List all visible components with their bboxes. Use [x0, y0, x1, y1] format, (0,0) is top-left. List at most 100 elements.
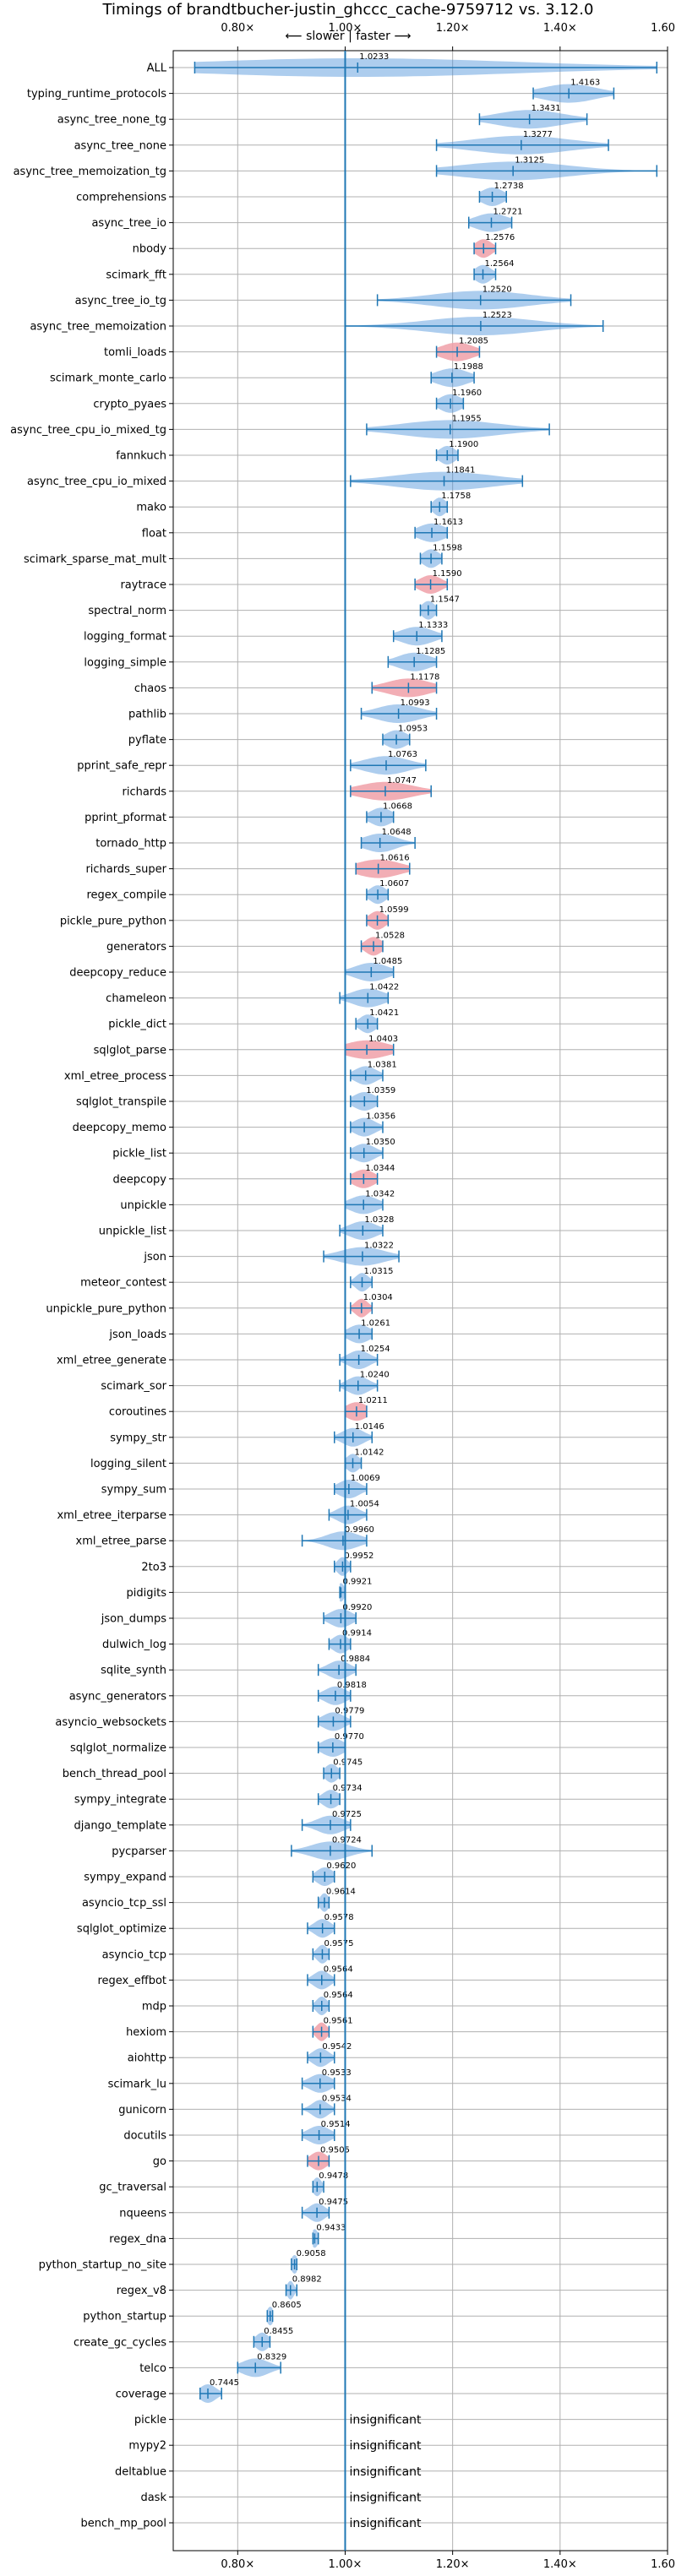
value-label: 1.0485	[373, 957, 402, 966]
value-label: 1.0142	[355, 1448, 384, 1457]
value-label: 1.3277	[523, 130, 553, 139]
direction-label: ⟵ slower | faster ⟶	[286, 30, 412, 43]
value-label: 1.0069	[351, 1474, 380, 1483]
benchmark-label: tornado_http	[95, 838, 166, 851]
benchmark-label: docutils	[123, 2130, 166, 2143]
value-label: 1.0403	[368, 1035, 398, 1044]
benchmark-label: unpickle	[120, 1199, 166, 1212]
benchmark-label: scimark_lu	[108, 2078, 166, 2090]
x-tick-label-bottom: 1.40×	[543, 2558, 577, 2571]
benchmark-label: sympy_str	[110, 1432, 166, 1444]
benchmark-label: json_loads	[108, 1329, 166, 1341]
benchmark-label: nqueens	[119, 2207, 166, 2220]
benchmark-label: json	[143, 1251, 166, 1264]
benchmark-label: gc_traversal	[99, 2182, 166, 2194]
value-label: 0.9920	[342, 1603, 372, 1612]
value-label: 1.1988	[454, 362, 483, 372]
value-label: 1.3431	[532, 104, 561, 113]
insignificant-label: insignificant	[349, 2491, 422, 2504]
value-label: 1.0261	[361, 1318, 390, 1328]
value-label: 0.9542	[322, 2042, 352, 2052]
value-label: 1.3125	[515, 155, 544, 165]
value-label: 1.0359	[366, 1086, 395, 1095]
value-label: 1.2576	[485, 233, 515, 242]
value-label: 0.9533	[322, 2068, 352, 2078]
chart-title: Timings of brandtbucher-justin_ghccc_cac…	[102, 1, 594, 19]
benchmark-label: spectral_norm	[88, 605, 166, 617]
benchmark-label: regex_compile	[86, 889, 166, 902]
value-label: 0.9770	[335, 1732, 364, 1742]
benchmark-label: ALL	[147, 62, 167, 75]
benchmark-label: deepcopy_memo	[73, 1122, 166, 1134]
value-label: 1.0993	[401, 698, 430, 708]
value-label: 0.9475	[319, 2198, 348, 2207]
benchmark-label: xml_etree_generate	[57, 1355, 166, 1367]
grid-layer	[173, 51, 668, 2551]
x-tick-label-top: 1.00×	[329, 22, 363, 35]
benchmark-label: 2to3	[141, 1561, 166, 1573]
benchmark-label: richards	[123, 785, 167, 798]
value-label: 1.1960	[452, 389, 482, 398]
value-label: 0.8455	[264, 2327, 293, 2336]
value-label: 1.2738	[494, 182, 524, 191]
plot-frame	[172, 50, 668, 2552]
value-label: 1.1547	[430, 595, 460, 605]
value-label: 1.0146	[355, 1422, 384, 1432]
value-label: 0.9564	[324, 1965, 353, 1974]
benchmark-label: chameleon	[106, 992, 166, 1005]
benchmark-label: scimark_fft	[106, 269, 166, 281]
benchmark-label: coverage	[116, 2389, 166, 2401]
value-label: 1.0350	[366, 1138, 395, 1147]
value-label: 0.9734	[333, 1784, 363, 1793]
benchmark-label: sympy_sum	[101, 1484, 166, 1497]
benchmark-label: logging_simple	[84, 656, 166, 669]
value-label: 0.8982	[292, 2275, 322, 2285]
benchmark-label: crypto_pyaes	[93, 398, 166, 410]
value-label: 0.9561	[324, 2017, 353, 2026]
benchmark-label: async_tree_io_tg	[75, 295, 166, 307]
value-label: 1.2520	[482, 285, 512, 294]
value-label: 1.1333	[418, 621, 448, 630]
value-label: 1.1285	[416, 647, 445, 656]
x-tick-label-bottom: 1.20×	[436, 2558, 470, 2571]
value-label: 0.9884	[341, 1655, 370, 1664]
insignificant-label: insignificant	[349, 2465, 422, 2479]
benchmark-label: bench_mp_pool	[80, 2518, 166, 2530]
insignificant-label: insignificant	[349, 2439, 422, 2453]
value-label: 1.0422	[369, 983, 399, 992]
benchmark-label: async_tree_memoization_tg	[14, 166, 166, 178]
benchmark-label: json_dumps	[101, 1613, 166, 1626]
value-label: 1.1178	[410, 672, 439, 682]
value-label: 1.0616	[380, 854, 410, 863]
value-label: 1.0953	[398, 725, 428, 734]
insignificant-label: insignificant	[349, 2414, 422, 2427]
benchmark-label: xml_etree_parse	[76, 1535, 166, 1548]
value-label: 1.0421	[369, 1008, 399, 1018]
benchmark-label: pickle_dict	[108, 1019, 166, 1031]
value-label: 1.0747	[387, 776, 417, 785]
value-label: 1.0054	[350, 1500, 379, 1509]
value-label: 1.0240	[360, 1371, 390, 1380]
benchmark-label: pickle	[134, 2414, 166, 2427]
value-label: 1.1598	[433, 543, 462, 552]
value-label: 0.8329	[257, 2352, 286, 2361]
x-tick-label-top: 0.80×	[221, 22, 254, 35]
value-label: 0.9564	[324, 1991, 353, 2000]
benchmark-label: tomli_loads	[104, 346, 166, 359]
benchmark-label: pprint_safe_repr	[77, 760, 166, 773]
benchmark-label: deepcopy	[112, 1173, 166, 1186]
benchmark-label: logging_format	[84, 631, 166, 644]
benchmark-label: sqlglot_optimize	[77, 1923, 166, 1936]
value-label: 1.1900	[449, 440, 478, 449]
benchmark-label: generators	[106, 941, 166, 954]
benchmark-label: pickle_pure_python	[60, 915, 166, 927]
value-label: 1.0356	[366, 1112, 395, 1122]
benchmark-layer: 1.0233 1.4163 1.3431 1.3277 1.3125 1.2738 1.27…	[194, 52, 658, 2530]
benchmark-label: asyncio_tcp	[102, 1948, 166, 1961]
benchmark-label: unpickle_list	[99, 1226, 166, 1238]
value-label: 0.9575	[324, 1939, 353, 1948]
benchmark-label: chaos	[134, 682, 166, 695]
value-label: 1.1758	[441, 492, 471, 501]
value-label: 1.0315	[364, 1267, 394, 1276]
benchmark-label: regex_dna	[109, 2233, 166, 2246]
